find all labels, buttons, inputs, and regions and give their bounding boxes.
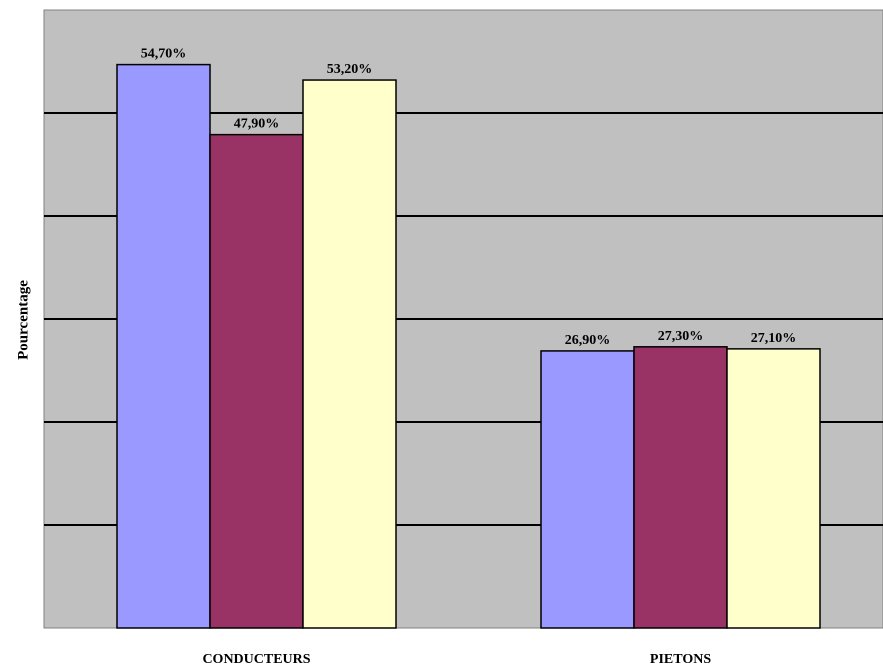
bar-pietons-0 [540,350,635,629]
data-label-conducteurs-1: 47,90% [234,117,280,132]
data-label-pietons-2: 27,10% [751,331,797,346]
data-label-pietons-0: 26,90% [565,333,611,348]
x-tick-label-conducteurs: CONDUCTEURS [202,652,310,667]
bar-conducteurs-1 [209,133,304,629]
bar-conducteurs-0 [116,63,211,629]
bar-pietons-1 [633,346,728,629]
y-axis-label: Pourcentage [15,280,32,360]
bar-conducteurs-2 [302,79,397,629]
x-tick-label-pietons: PIETONS [650,652,711,667]
data-label-conducteurs-2: 53,20% [327,62,373,77]
data-label-pietons-1: 27,30% [658,329,704,344]
data-label-conducteurs-0: 54,70% [141,47,187,62]
bar-pietons-2 [726,348,821,629]
